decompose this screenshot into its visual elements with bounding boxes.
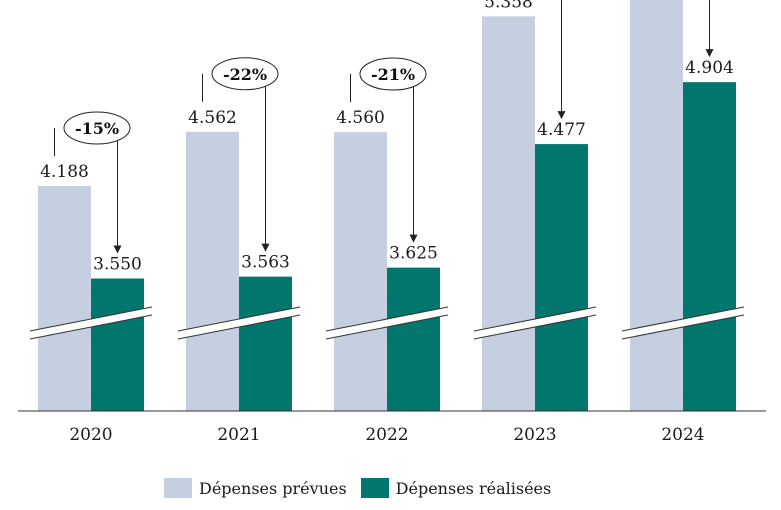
bar-actual-2022 <box>387 267 440 411</box>
arrow-head-2020 <box>113 245 122 254</box>
value-labels-layer: 4.188 3.550 4.562 3.563 4.560 3.625 5.358 4.477… <box>40 0 734 275</box>
bar-actual-2020 <box>91 278 144 411</box>
axis-break-line-top-2023 <box>473 306 597 332</box>
axis-break-line-top-2021 <box>177 306 301 332</box>
legend-item-planned: Dépenses prévues <box>164 478 347 498</box>
value-label-actual-2023: 4.477 <box>537 120 586 140</box>
x-tick-label-2020: 2020 <box>69 425 112 445</box>
legend-label-planned: Dépenses prévues <box>199 478 347 498</box>
difference-ellipse-2020 <box>63 111 131 145</box>
axis-break-line-top-2022 <box>325 306 449 332</box>
difference-label-2022: -21% <box>371 65 415 84</box>
bar-actual-2024 <box>683 82 736 412</box>
bar-planned-2023 <box>482 16 535 411</box>
axis-break-line-top-2020 <box>29 306 153 332</box>
axis-break-gap-2020 <box>30 307 152 339</box>
bar-planned-2022 <box>334 132 387 411</box>
axis-break-gap-2022 <box>326 307 448 339</box>
legend-swatch-actual <box>360 478 389 498</box>
axis-break-line-top-2024 <box>621 306 745 332</box>
bar-planned-2021 <box>186 131 239 411</box>
axis-break-line-bottom-2023 <box>473 314 597 340</box>
bar-actual-2021 <box>239 276 292 411</box>
x-tick-labels-layer: 2020 2021 2022 2023 2024 <box>69 425 704 445</box>
value-label-actual-2020: 3.550 <box>93 255 142 275</box>
arrow-head-2023 <box>557 111 566 120</box>
bar-actual-2023 <box>535 144 588 411</box>
value-label-actual-2022: 3.625 <box>389 244 438 264</box>
value-label-planned-2020: 4.188 <box>40 162 89 182</box>
value-label-planned-2022: 4.560 <box>336 108 385 128</box>
x-tick-label-2022: 2022 <box>365 425 408 445</box>
axis-break-gap-2024 <box>622 307 744 339</box>
axis-break-line-bottom-2024 <box>621 314 745 340</box>
legend-label-actual: Dépenses réalisées <box>395 478 552 498</box>
bar-planned-2020 <box>38 186 91 411</box>
bar-planned-2024 <box>630 0 683 411</box>
axis-break-layer <box>29 306 745 340</box>
arrow-head-2021 <box>261 243 270 252</box>
difference-label-2021: -22% <box>223 65 267 84</box>
arrow-head-2022 <box>409 234 418 243</box>
axis-break-line-bottom-2022 <box>325 314 449 340</box>
difference-label-2020: -15% <box>75 119 119 138</box>
difference-annotations-layer: -15%-22%-21%-16%-13% <box>54 0 714 254</box>
x-tick-label-2024: 2024 <box>661 425 704 445</box>
axis-break-line-bottom-2021 <box>177 314 301 340</box>
x-tick-label-2021: 2021 <box>217 425 260 445</box>
x-tick-label-2023: 2023 <box>513 425 556 445</box>
legend-item-actual: Dépenses réalisées <box>360 478 552 498</box>
axis-break-line-bottom-2020 <box>29 314 153 340</box>
bars-layer <box>38 0 736 412</box>
value-label-planned-2021: 4.562 <box>188 108 237 128</box>
difference-ellipse-2022 <box>359 57 427 91</box>
arrow-head-2024 <box>705 49 714 58</box>
axis-break-gap-2021 <box>178 307 300 339</box>
axis-break-gap-2023 <box>474 307 596 339</box>
value-label-actual-2024: 4.904 <box>685 58 734 78</box>
value-label-planned-2023: 5.358 <box>484 0 533 12</box>
value-label-actual-2021: 3.563 <box>241 253 290 273</box>
difference-ellipse-2021 <box>211 57 279 91</box>
legend: Dépenses prévues Dépenses réalisées <box>164 478 565 498</box>
legend-swatch-planned <box>164 478 192 498</box>
